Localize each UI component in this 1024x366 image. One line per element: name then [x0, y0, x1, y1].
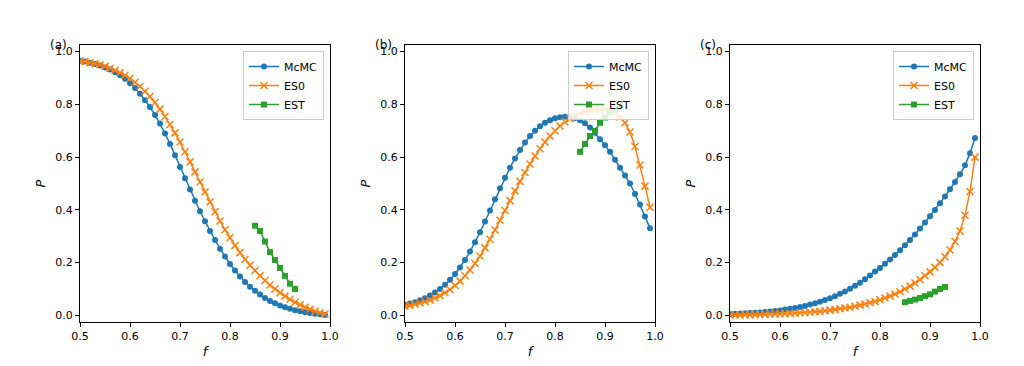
svg-text:ES0: ES0 — [934, 80, 955, 93]
svg-text:EST: EST — [609, 99, 630, 112]
svg-text:0.4: 0.4 — [380, 204, 398, 217]
svg-text:f: f — [528, 344, 535, 359]
svg-text:0.6: 0.6 — [705, 151, 723, 164]
svg-text:0.2: 0.2 — [380, 256, 398, 269]
svg-text:0.5: 0.5 — [721, 330, 739, 343]
svg-text:1.0: 1.0 — [55, 45, 73, 58]
svg-text:0.5: 0.5 — [71, 330, 89, 343]
svg-text:ES0: ES0 — [284, 80, 305, 93]
svg-text:1.0: 1.0 — [380, 45, 398, 58]
svg-text:(a): (a) — [50, 38, 67, 52]
svg-text:0.0: 0.0 — [380, 309, 398, 322]
svg-text:1.0: 1.0 — [321, 330, 339, 343]
svg-text:McMC: McMC — [934, 61, 967, 74]
svg-text:0.6: 0.6 — [55, 151, 73, 164]
svg-text:f: f — [853, 344, 860, 359]
svg-text:(c): (c) — [700, 38, 716, 52]
svg-text:0.8: 0.8 — [380, 98, 398, 111]
svg-text:0.8: 0.8 — [871, 330, 889, 343]
svg-text:ES0: ES0 — [609, 80, 630, 93]
svg-text:0.5: 0.5 — [396, 330, 414, 343]
svg-text:0.0: 0.0 — [55, 309, 73, 322]
svg-text:1.0: 1.0 — [646, 330, 664, 343]
svg-text:0.4: 0.4 — [705, 204, 723, 217]
svg-text:0.6: 0.6 — [771, 330, 789, 343]
svg-text:1.0: 1.0 — [705, 45, 723, 58]
svg-text:0.6: 0.6 — [380, 151, 398, 164]
svg-text:f: f — [203, 344, 210, 359]
svg-text:0.0: 0.0 — [705, 309, 723, 322]
svg-text:0.9: 0.9 — [596, 330, 614, 343]
svg-text:McMC: McMC — [609, 61, 642, 74]
svg-text:P: P — [358, 179, 373, 187]
svg-text:0.8: 0.8 — [546, 330, 564, 343]
svg-text:0.8: 0.8 — [221, 330, 239, 343]
svg-text:0.9: 0.9 — [271, 330, 289, 343]
svg-text:0.7: 0.7 — [171, 330, 189, 343]
svg-text:0.8: 0.8 — [705, 98, 723, 111]
svg-text:McMC: McMC — [284, 61, 317, 74]
svg-text:0.7: 0.7 — [496, 330, 514, 343]
svg-text:P: P — [33, 179, 48, 187]
svg-text:EST: EST — [934, 99, 955, 112]
svg-text:0.4: 0.4 — [55, 204, 73, 217]
svg-text:0.2: 0.2 — [705, 256, 723, 269]
svg-text:0.6: 0.6 — [446, 330, 464, 343]
svg-text:EST: EST — [284, 99, 305, 112]
svg-text:1.0: 1.0 — [971, 330, 989, 343]
svg-text:0.9: 0.9 — [921, 330, 939, 343]
svg-text:P: P — [683, 179, 698, 187]
svg-text:0.6: 0.6 — [121, 330, 139, 343]
svg-text:0.8: 0.8 — [55, 98, 73, 111]
svg-text:0.7: 0.7 — [821, 330, 839, 343]
svg-text:(b): (b) — [375, 38, 392, 52]
svg-text:0.2: 0.2 — [55, 256, 73, 269]
